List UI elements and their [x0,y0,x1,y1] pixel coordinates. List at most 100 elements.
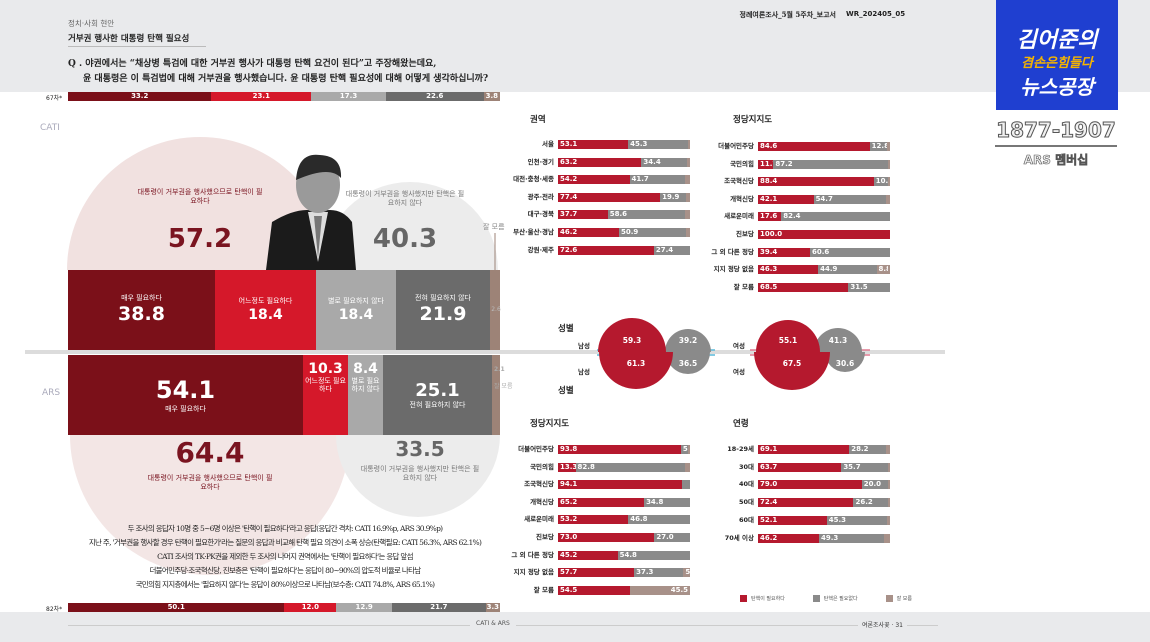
stacked-bar: 42.1 54.7 [758,194,890,204]
bar-segment: 42.1 [758,194,814,204]
bar-segment: 25.1 전혀 필요하지 않다 [383,355,492,435]
bar-segment: 88.4 [758,177,874,187]
segment-value: 8.4 [353,361,378,377]
bar-segment: 46.2 [758,533,819,543]
row-label: 잘 모름 [533,585,554,594]
bar-segment: 45.3 [826,515,887,525]
sex-label: 남성 [578,368,590,376]
bar-segment: 8.4 별로 필요하지 않다 [348,355,383,435]
bar-segment: 12.0 [284,603,337,612]
bar-67th-label: 67차* [46,95,63,102]
segment-value: 25.1 [415,379,460,401]
bar-segment: 10.9 [873,177,888,187]
bar-segment: 13.3 [558,462,576,472]
bar-82nd-label: 82차* [46,606,63,613]
cati-need-semicircle [67,137,333,270]
bar-segment: 10.3 어느정도 필요하다 [303,355,348,435]
legend: 탄핵이 필요하다 탄핵은 필요없다 잘 모름 [740,595,912,602]
bar-67th: 33.2 23.1 17.3 22.6 3.8 [68,92,500,101]
ars-no-need-semicircle [336,435,500,517]
chart-title: 권역 [530,115,546,125]
bar-segment: 72.4 [758,498,854,508]
bar-segment: 94.1 [558,480,683,490]
bar-segment-remainder [888,498,890,508]
sex-value: 61.3 [627,359,646,368]
bar-segment: 34.4 [641,157,687,167]
bar-segment: 46.2 [558,228,619,237]
bar-segment: 49.3 [818,533,885,543]
row-label: 40대 [738,480,754,489]
bar-segment-remainder [888,177,890,187]
sex-label: 여성 [733,368,745,376]
stacked-bar: 52.1 45.3 [758,515,890,525]
summary-line: CATI 조사의 TK·PK권을 제외한 두 조사의 나머지 권역에서는 '탄핵… [157,552,413,561]
stacked-bar: 45.2 54.8 [558,550,690,560]
summary-line: 두 조사의 응답자 10명 중 5~6명 이상은 '탄핵이 필요하다'라고 응답… [127,524,443,533]
sex-circle [666,352,710,374]
row-label: 50대 [738,498,754,507]
sex-value: 36.5 [679,359,698,368]
bar-segment: 17.3 [311,92,386,101]
bar-segment: 65.2 [558,497,645,507]
bar-segment: 54.1 매우 필요하다 [68,355,303,435]
logo-divider [995,145,1117,147]
stacked-bar: 77.4 19.9 [558,192,690,202]
bar-segment: 35.7 [841,462,888,472]
ars-bar: 54.1 매우 필요하다 10.3 어느정도 필요하다 8.4 별로 필요하지 않다 25.… [68,355,512,435]
row-label: 60대 [738,515,754,524]
bar-segment: 77.4 [558,192,661,202]
sex-label: 여성 [733,342,745,350]
bar-segment-remainder [684,175,690,185]
stacked-bar: 13.3 82.8 [558,462,690,472]
bar-segment: 31.5 [848,282,890,292]
legend-label: 탄핵이 필요하다 [751,596,785,602]
bar-segment: 37.7 [558,210,608,220]
title-divider [68,46,206,47]
cati-no-need-semicircle [322,182,498,270]
bar-82nd: 50.1 12.0 12.9 21.7 3.3 [68,603,500,612]
legend-item: 탄핵은 필요없다 [812,595,858,602]
stacked-bar: 46.2 50.9 [558,228,690,237]
segment-label: 전혀 필요하지 않다 [409,401,466,410]
stacked-bar: 65.2 34.8 [558,497,690,507]
stacked-bar: 63.2 34.4 [558,157,690,167]
summary-line: 더불어민주당·조국혁신당, 진보층은 '탄핵이 필요하다'는 응답이 80~90… [149,566,421,575]
stacked-bar: 11.787.2 [758,159,890,169]
row-label: 부산·울산·경남 [513,228,554,236]
row-label: 그 외 다른 정당 [511,550,554,559]
bar-segment: 전혀 필요하지 않다 21.9 [396,270,490,350]
bar-segment: 45.2 [558,550,618,560]
segment-value: 18.4 [338,306,374,323]
stacked-bar: 84.6 12.8 [758,142,890,151]
bar-segment: 3.8 [483,92,500,101]
row-label: 개혁신당 [530,497,554,506]
sex-label: 성별 [558,386,574,396]
row-label: 대전·충청·세종 [513,175,554,184]
bar-segment: 34.8 [644,497,690,507]
row-label: 잘 모름 [733,282,754,291]
sex-value: 59.3 [623,336,642,345]
bar-segment: 69.1 [758,445,850,454]
row-label: 대구·경북 [527,210,554,219]
ars-no-need-caption: 대통령이 거부권을 행사했지만 탄핵은 필요하지 않다 [360,465,480,483]
stacked-bar: 100.0 [758,230,890,239]
bar-segment: 22.6 [385,92,484,101]
bar-segment: 93.8 [558,445,681,454]
bar-segment: 8.8 [876,265,888,275]
stacked-bar: 54.5 45.5 [558,585,690,595]
phone-number: 1877-1907 [996,118,1117,143]
bar-segment-remainder [688,445,690,454]
stacked-bar: 93.85.4 [558,445,690,454]
question-line-1: Q . 야권에서는 “채상병 특검에 대한 거부권 행사가 대통령 탄핵 요건이… [68,59,437,69]
row-label: 광주·전라 [527,192,554,201]
report-name: 정례여론조사_5월 5주차_보고서 [739,10,836,19]
bar-segment: 12.9 [336,603,392,612]
chart-title: 정당지지도 [733,115,773,125]
bar-segment: 12.8 [869,142,887,151]
ars-need-total: 64.4 [175,436,245,469]
bar-segment: 41.7 [629,175,685,185]
segment-label: 잘 모름 [494,382,513,390]
segment-label: 전혀 필요하지 않다 [415,294,471,303]
stacked-bar: 57.737.35.0 [558,568,690,578]
sex-value: 41.3 [829,336,848,345]
